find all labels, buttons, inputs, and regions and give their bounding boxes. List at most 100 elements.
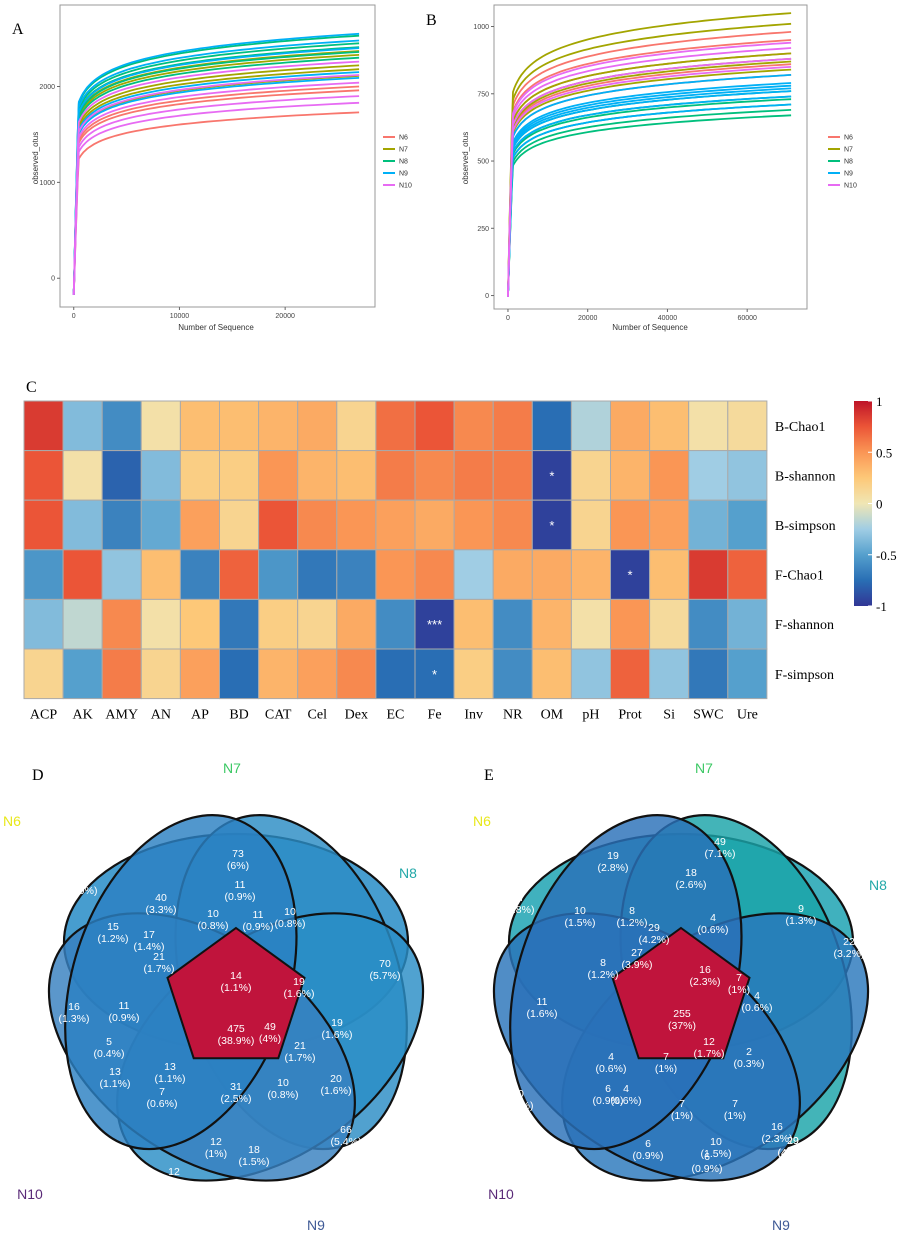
- heatmap-cell: [179, 499, 220, 551]
- heatmap-column-labels: ACP AK AMY AN AP BD CAT Cel Dex EC Fe Inv NR OM pH Prot…: [30, 708, 758, 723]
- heatmap-cell: [492, 400, 533, 452]
- venn-region-percent: (1.6%): [322, 1029, 353, 1041]
- heatmap-cell: [219, 648, 260, 700]
- heatmap-cell: [375, 549, 416, 600]
- panel-c-correlation-heatmap: C ******* B-Chao1B-shannonB-simpsonF-Cha…: [23, 379, 897, 723]
- venn-region-count: 11: [537, 996, 548, 1008]
- y-tick-label: 750: [477, 91, 489, 98]
- venn-region-count: 29: [648, 922, 660, 934]
- heatmap-cell: [453, 598, 494, 650]
- heatmap-cell: [531, 400, 572, 452]
- heatmap-column-label: EC: [387, 708, 405, 723]
- heatmap-cell: [62, 648, 103, 700]
- rarefaction-curve-n9: [507, 95, 792, 297]
- venn-region-percent: (1.3%): [786, 915, 817, 927]
- heatmap-cell: [179, 549, 220, 600]
- heatmap-cell: [179, 648, 220, 700]
- panel-b-legend: N6 N7 N8 N9 N10: [828, 135, 857, 190]
- venn-e-set-labels: N6 N7 N8 N9 N10: [473, 760, 887, 1233]
- venn-region-count: 10: [277, 1077, 289, 1089]
- heatmap-cell: [649, 549, 690, 600]
- venn-region-percent: (1%): [671, 1110, 693, 1122]
- rarefaction-curve-n6: [507, 63, 792, 297]
- venn-region-percent: (37%): [668, 1020, 696, 1032]
- heatmap-column-label: AMY: [105, 708, 138, 723]
- heatmap-cell: [297, 499, 338, 551]
- venn-region-count: 73: [232, 848, 244, 860]
- rarefaction-curve-n10: [507, 41, 792, 297]
- heatmap-cell: [610, 400, 651, 452]
- rarefaction-curve-n7: [72, 68, 360, 295]
- heatmap-cell: [336, 549, 377, 600]
- venn-region-percent: (1.7%): [285, 1052, 316, 1064]
- rarefaction-curve-n9: [72, 71, 360, 295]
- heatmap-cell: [531, 499, 572, 551]
- venn-region-count: 19: [331, 1017, 343, 1029]
- heatmap-cell: [649, 598, 690, 650]
- rarefaction-curve-n8: [72, 56, 360, 295]
- heatmap-cell: [688, 400, 729, 452]
- venn-region-percent: (0.8%): [198, 920, 229, 932]
- venn-region-percent: (2.5%): [221, 1093, 252, 1105]
- legend-label-n10: N10: [399, 183, 412, 190]
- venn-set-label-n6: N6: [473, 813, 491, 829]
- heatmap-cell: [610, 499, 651, 551]
- significance-mark: ***: [427, 617, 442, 632]
- legend-label-n7: N7: [399, 147, 408, 154]
- heatmap-cell: [375, 499, 416, 551]
- heatmap-cell: [570, 450, 612, 501]
- venn-region-count: 49: [714, 836, 726, 848]
- venn-region-percent: (1.3%): [59, 1013, 90, 1025]
- panel-a-x-axis-title: Number of Sequence: [178, 323, 254, 332]
- heatmap-cell: [610, 598, 651, 650]
- heatmap-colorbar: 1 0.5 0 -0.5 -1: [854, 394, 897, 614]
- y-tick-label: 250: [477, 226, 489, 233]
- venn-region-count: 49: [264, 1021, 276, 1033]
- heatmap-column-label: NR: [503, 708, 523, 723]
- heatmap-cell: [101, 499, 142, 551]
- venn-region-percent: (1.2%): [617, 917, 648, 929]
- heatmap-column-label: Ure: [737, 708, 758, 723]
- venn-region-percent: (0.8%): [268, 1089, 299, 1101]
- heatmap-column-label: SWC: [693, 708, 723, 723]
- panel-a-legend: N6 N7 N8 N9 N10: [383, 135, 412, 190]
- rarefaction-curve-n7: [507, 68, 792, 297]
- heatmap-cell: [375, 598, 416, 650]
- heatmap-row-label: B-shannon: [775, 469, 836, 484]
- venn-region-percent: (0.6%): [596, 1063, 627, 1075]
- venn-region-percent: (3.9%): [622, 959, 653, 971]
- venn-region-count: 31: [230, 1081, 242, 1093]
- rarefaction-curve-n10: [507, 47, 792, 297]
- venn-region-count: 40: [155, 892, 167, 904]
- heatmap-cell: [219, 400, 260, 452]
- panel-label-d: D: [32, 767, 44, 784]
- venn-region-count: 11: [119, 1000, 130, 1012]
- venn-region-percent: (6%): [227, 860, 249, 872]
- heatmap-cell: [258, 648, 299, 700]
- venn-region-percent: (0.9%): [225, 891, 256, 903]
- rarefaction-curve-n10: [72, 101, 360, 295]
- heatmap-column-label: Fe: [428, 708, 442, 723]
- venn-region-count: 8: [600, 957, 606, 969]
- heatmap-cell: [414, 400, 455, 452]
- heatmap-cell: [140, 549, 181, 600]
- x-tick-label: 60000: [737, 315, 757, 322]
- venn-region-count: 13: [164, 1061, 176, 1073]
- venn-region-count: 7: [732, 1098, 738, 1110]
- rarefaction-curve-n9: [507, 90, 792, 297]
- heatmap-cell: [140, 598, 181, 650]
- venn-region-count: 30: [512, 1088, 524, 1100]
- venn-region-count: 17: [143, 929, 155, 941]
- heatmap-cell: [375, 648, 416, 700]
- venn-region-percent: (0.6%): [742, 1002, 773, 1014]
- heatmap-column-label: Si: [663, 708, 675, 723]
- heatmap-column-label: pH: [582, 708, 599, 723]
- venn-region-count: 66: [340, 1124, 352, 1136]
- rarefaction-curve-n10: [72, 81, 360, 295]
- heatmap-cell: [23, 549, 64, 600]
- rarefaction-curve-n9: [507, 103, 792, 297]
- rarefaction-curve-n6: [507, 31, 792, 297]
- heatmap-cell: [688, 499, 729, 551]
- venn-region-count: 11: [235, 879, 246, 891]
- rarefaction-curve-n9: [72, 47, 360, 295]
